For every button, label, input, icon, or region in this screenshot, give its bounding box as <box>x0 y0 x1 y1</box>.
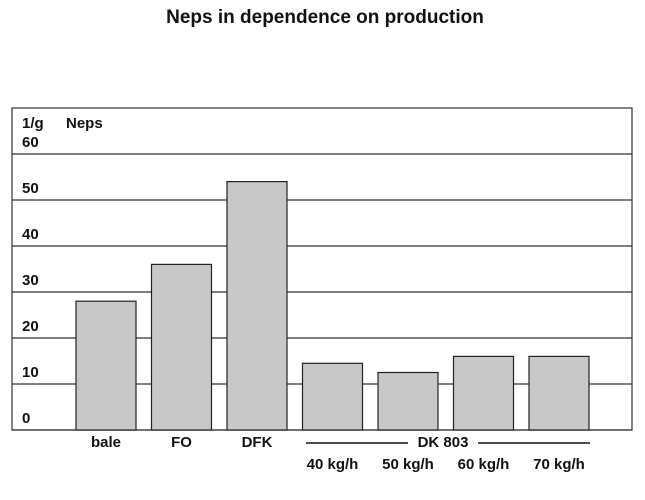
y-unit-label: 1/g <box>22 115 44 132</box>
x-tick-label: 50 kg/h <box>382 456 434 473</box>
x-tick-label: FO <box>171 434 192 451</box>
x-tick-label: 40 kg/h <box>307 456 359 473</box>
y-tick-label: 20 <box>22 318 39 335</box>
bar <box>226 181 288 431</box>
y-tick-label: 0 <box>22 410 30 427</box>
x-tick-label: 70 kg/h <box>533 456 585 473</box>
y-tick-label: 50 <box>22 180 39 197</box>
bar <box>150 263 213 431</box>
y-tick-label: 10 <box>22 364 39 381</box>
x-tick-label: DFK <box>242 434 273 451</box>
y-axis-label: Neps <box>66 115 103 132</box>
chart-title: Neps in dependence on production <box>166 7 484 28</box>
bar <box>75 300 137 431</box>
x-tick-label: 60 kg/h <box>458 456 510 473</box>
bar <box>452 355 515 431</box>
bar <box>377 371 439 431</box>
bar <box>301 362 364 431</box>
x-tick-label: bale <box>91 434 121 451</box>
y-tick-label: 40 <box>22 226 39 243</box>
group-label: DK 803 <box>418 434 469 451</box>
y-tick-label: 60 <box>22 134 39 151</box>
y-tick-label: 30 <box>22 272 39 289</box>
bar <box>528 355 590 431</box>
